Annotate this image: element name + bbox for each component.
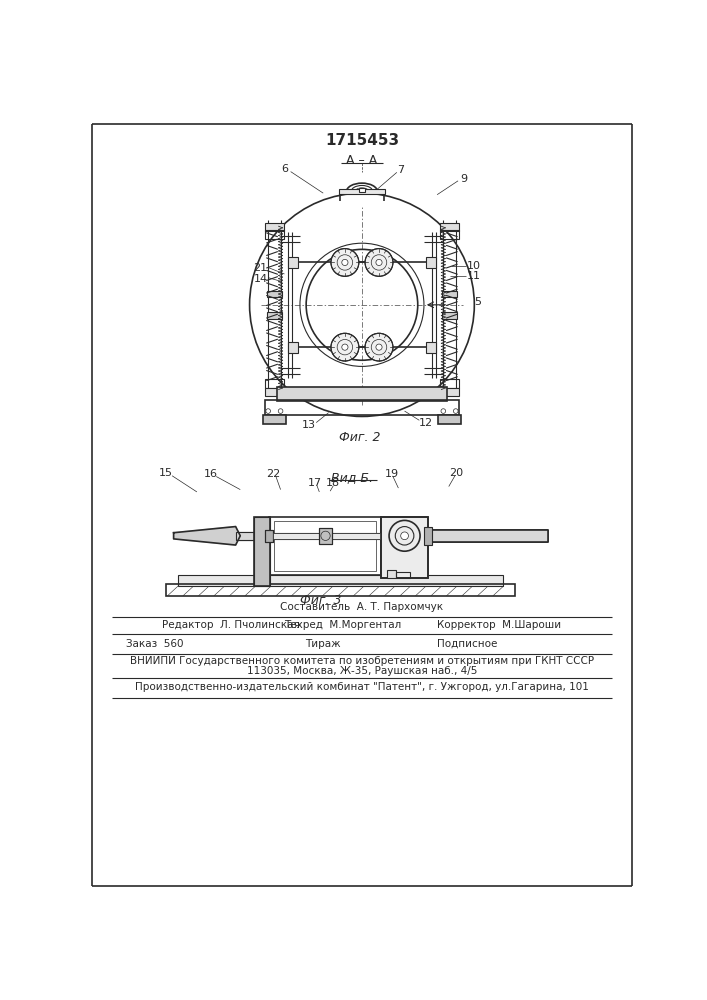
Bar — [440, 223, 459, 231]
Bar — [273, 533, 380, 539]
Text: 5: 5 — [474, 297, 481, 307]
Bar — [424, 527, 432, 545]
Polygon shape — [174, 527, 240, 545]
Text: Подписное: Подписное — [437, 639, 498, 649]
Bar — [265, 379, 284, 388]
Bar — [438, 415, 461, 424]
Text: Составитель  А. Т. Пархомчук: Составитель А. Т. Пархомчук — [281, 602, 443, 612]
Circle shape — [331, 249, 359, 276]
Bar — [265, 230, 284, 239]
Circle shape — [365, 333, 393, 361]
Text: 7: 7 — [397, 165, 404, 175]
Text: 14: 14 — [253, 274, 267, 284]
Text: 17: 17 — [308, 478, 322, 488]
Bar — [426, 342, 436, 353]
Circle shape — [401, 532, 409, 540]
Text: Тираж: Тираж — [305, 639, 341, 649]
Bar — [265, 400, 459, 415]
Circle shape — [453, 409, 458, 413]
Text: ВНИИПИ Государственного комитета по изобретениям и открытиям при ГКНТ СССР: ВНИИПИ Государственного комитета по изоб… — [130, 656, 594, 666]
Bar — [166, 584, 515, 596]
Bar — [265, 530, 273, 542]
Text: 20: 20 — [450, 468, 464, 478]
Bar — [381, 517, 428, 578]
Bar — [235, 532, 271, 540]
Bar — [267, 312, 282, 319]
Text: Вид Б.: Вид Б. — [331, 471, 373, 484]
Circle shape — [376, 259, 382, 266]
Text: Техред  М.Моргентал: Техред М.Моргентал — [284, 620, 402, 630]
Text: Производственно-издательский комбинат "Патент", г. Ужгород, ул.Гагарина, 101: Производственно-издательский комбинат "П… — [135, 682, 589, 692]
Bar — [265, 223, 284, 231]
Bar — [288, 342, 298, 353]
Text: 6: 6 — [281, 164, 288, 174]
Bar — [381, 517, 428, 578]
Bar — [288, 257, 298, 268]
Bar — [255, 517, 270, 586]
Bar — [387, 570, 396, 578]
Text: 12: 12 — [419, 418, 433, 428]
Text: 16: 16 — [204, 469, 218, 479]
Circle shape — [279, 409, 283, 413]
Bar — [265, 388, 284, 396]
Text: 21: 21 — [253, 263, 267, 273]
Text: Фиг. 3: Фиг. 3 — [300, 594, 341, 607]
Text: Редактор  Л. Пчолинская: Редактор Л. Пчолинская — [162, 620, 300, 630]
Bar — [274, 521, 376, 571]
Bar — [440, 379, 459, 388]
Text: Фиг. 2: Фиг. 2 — [339, 431, 380, 444]
Text: 11: 11 — [467, 271, 481, 281]
Text: 1715453: 1715453 — [325, 133, 399, 148]
Bar — [265, 530, 273, 542]
Circle shape — [331, 333, 359, 361]
Bar — [440, 230, 459, 239]
Bar — [359, 188, 365, 192]
Bar — [426, 257, 436, 268]
Text: 13: 13 — [303, 420, 316, 430]
Circle shape — [441, 409, 445, 413]
Circle shape — [266, 409, 271, 413]
Text: 10: 10 — [467, 261, 481, 271]
Bar — [442, 291, 457, 297]
Bar — [269, 517, 381, 575]
Bar — [442, 312, 457, 319]
Circle shape — [376, 344, 382, 350]
Text: 15: 15 — [159, 468, 173, 478]
Text: 19: 19 — [385, 469, 399, 479]
Bar — [267, 291, 282, 297]
Bar — [320, 528, 332, 544]
Bar — [177, 575, 503, 586]
Circle shape — [365, 249, 393, 276]
Text: Заказ  560: Заказ 560 — [126, 639, 183, 649]
Circle shape — [341, 344, 348, 350]
Text: 22: 22 — [266, 469, 280, 479]
Text: 113035, Москва, Ж-35, Раушская наб., 4/5: 113035, Москва, Ж-35, Раушская наб., 4/5 — [247, 666, 477, 676]
Text: 18: 18 — [325, 478, 339, 488]
Bar — [320, 528, 332, 544]
Text: А – А: А – А — [346, 154, 378, 167]
Bar — [428, 530, 548, 542]
Bar — [339, 189, 385, 194]
Bar — [255, 517, 270, 586]
Circle shape — [341, 259, 348, 266]
Text: 9: 9 — [461, 174, 468, 184]
Bar — [276, 387, 448, 401]
Bar — [396, 572, 410, 578]
Bar — [440, 388, 459, 396]
Bar — [263, 415, 286, 424]
Text: Корректор  М.Шароши: Корректор М.Шароши — [437, 620, 561, 630]
